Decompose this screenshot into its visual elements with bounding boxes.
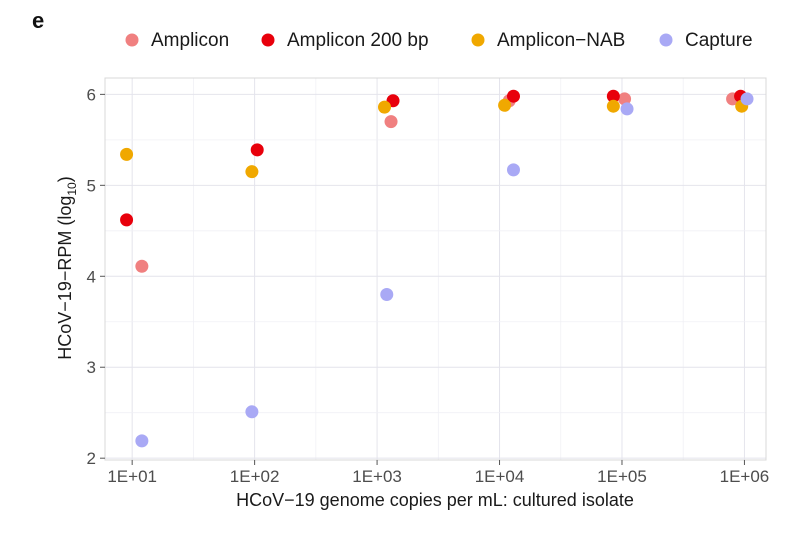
legend-label: Amplicon−NAB: [497, 30, 625, 51]
data-point: [135, 434, 149, 448]
legend-key: [471, 33, 485, 47]
data-point: [498, 98, 512, 112]
x-tick-label: 1E+01: [107, 467, 157, 486]
legend-label: Amplicon 200 bp: [287, 30, 429, 51]
legend-label: Amplicon: [151, 30, 229, 51]
data-point: [250, 143, 264, 157]
legend-key: [125, 33, 139, 47]
data-point: [606, 99, 620, 113]
y-axis-title-main: HCoV−19−RPM (log: [55, 196, 75, 360]
data-point: [506, 163, 520, 177]
data-point: [120, 213, 134, 227]
data-point: [135, 259, 149, 273]
data-point: [245, 405, 259, 419]
legend-key: [261, 33, 275, 47]
data-point: [384, 115, 398, 129]
x-tick-label: 1E+02: [230, 467, 280, 486]
data-point: [606, 89, 620, 103]
y-tick-label: 3: [87, 358, 96, 377]
x-tick-label: 1E+03: [352, 467, 402, 486]
y-axis-title-subscript: 10: [65, 182, 79, 196]
y-axis-title: HCoV−19−RPM (log10): [55, 176, 79, 359]
y-tick-label: 6: [87, 85, 96, 104]
panel-label: e: [32, 8, 44, 33]
x-tick-label: 1E+06: [720, 467, 770, 486]
data-point: [620, 102, 634, 116]
y-axis-ticks: 2 3 4 5 6: [87, 85, 105, 468]
data-point: [740, 92, 754, 106]
y-tick-label: 5: [87, 176, 96, 195]
data-point: [618, 92, 632, 106]
plot-grid: [105, 78, 766, 460]
data-point: [380, 287, 394, 301]
x-axis-title: HCoV−19 genome copies per mL: cultured i…: [236, 490, 634, 510]
data-point: [120, 147, 134, 161]
data-point: [506, 89, 520, 103]
x-axis-ticks: 1E+01 1E+02 1E+03 1E+04 1E+05 1E+06: [107, 460, 769, 486]
data-point: [378, 100, 392, 114]
plot-frame: [104, 77, 767, 461]
y-tick-label: 4: [87, 267, 96, 286]
x-tick-label: 1E+05: [597, 467, 647, 486]
legend-label: Capture: [685, 30, 753, 51]
y-tick-label: 2: [87, 449, 96, 468]
legend-key: [659, 33, 673, 47]
data-point: [245, 165, 259, 179]
data-points: [120, 89, 754, 448]
y-axis-title-close: ): [55, 176, 75, 182]
x-tick-label: 1E+04: [475, 467, 525, 486]
legend: Amplicon Amplicon 200 bp Amplicon−NAB Captu…: [125, 30, 753, 51]
